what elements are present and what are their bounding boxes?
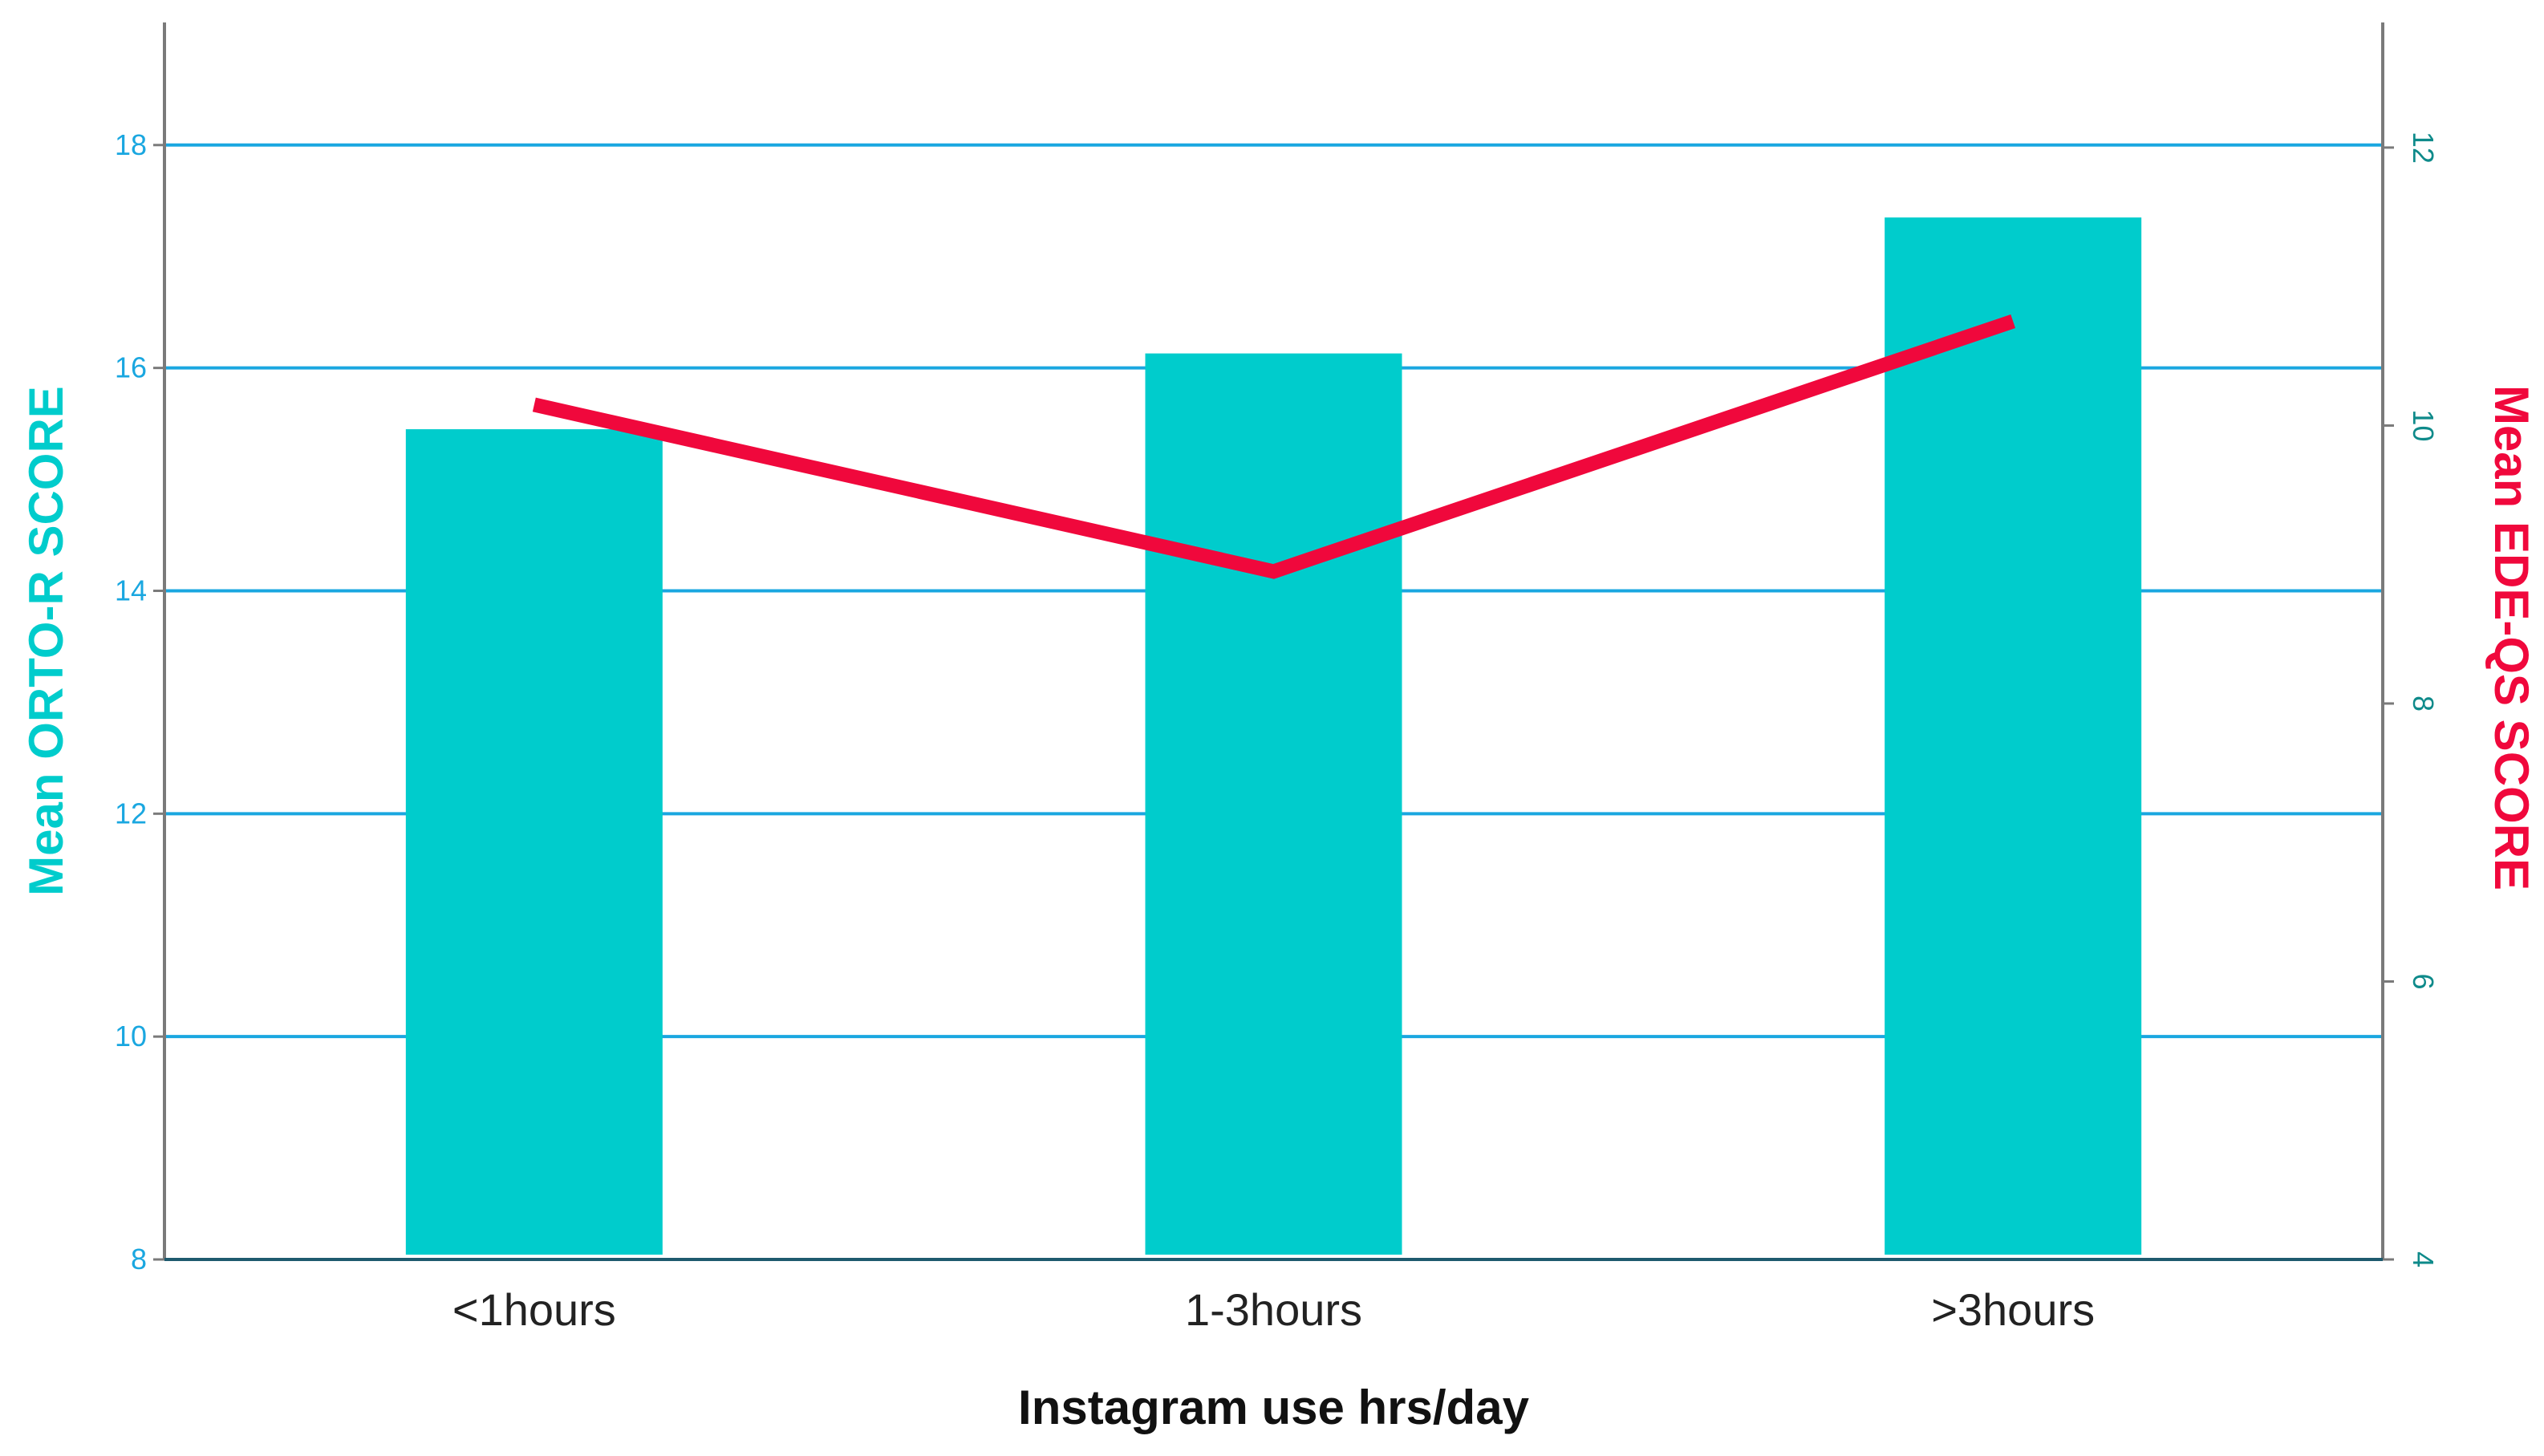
left-y-axis-title: Mean ORTO-R SCORE xyxy=(19,386,73,896)
bar-0 xyxy=(405,429,663,1255)
bar-1 xyxy=(1145,353,1402,1255)
left-tick-label-8: 8 xyxy=(131,1243,147,1276)
right-tick-label-6: 6 xyxy=(2407,973,2440,989)
category-label-1: 1-3hours xyxy=(1185,1284,1362,1335)
right-y-axis-title: Mean EDE-QS SCORE xyxy=(2485,385,2538,890)
right-tick-label-12: 12 xyxy=(2407,132,2440,164)
left-tick-label-10: 10 xyxy=(115,1020,147,1052)
line-layer xyxy=(532,314,2016,579)
x-axis-title: Instagram use hrs/day xyxy=(1018,1381,1530,1434)
left-tick-label-16: 16 xyxy=(115,351,147,384)
axis-layer xyxy=(153,22,2394,1261)
left-tick-label-12: 12 xyxy=(115,797,147,829)
bar-layer xyxy=(405,217,2142,1255)
right-tick-label-4: 4 xyxy=(2407,1251,2440,1267)
left-tick-label-18: 18 xyxy=(115,128,147,161)
right-tick-label-8: 8 xyxy=(2407,696,2440,712)
left-tick-label-14: 14 xyxy=(115,574,147,606)
text-layer: 8 10 12 14 16 18 4 6 8 10 12 <1hours 1-3hours >3hours… xyxy=(19,128,2538,1434)
category-label-0: <1hours xyxy=(452,1284,616,1335)
right-tick-label-10: 10 xyxy=(2407,409,2440,441)
category-label-2: >3hours xyxy=(1931,1284,2095,1335)
bar-2 xyxy=(1885,217,2142,1255)
